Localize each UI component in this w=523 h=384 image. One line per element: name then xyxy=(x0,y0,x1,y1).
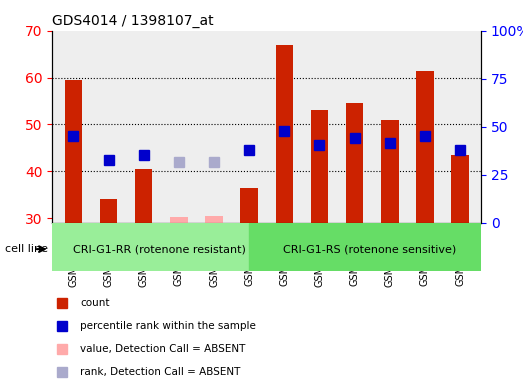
Bar xyxy=(170,217,188,223)
Bar xyxy=(249,223,488,271)
Bar xyxy=(135,169,153,223)
Bar xyxy=(346,103,363,223)
Bar xyxy=(100,199,117,223)
Bar xyxy=(311,110,328,223)
Bar xyxy=(451,155,469,223)
Text: rank, Detection Call = ABSENT: rank, Detection Call = ABSENT xyxy=(80,367,240,377)
Text: CRI-G1-RR (rotenone resistant): CRI-G1-RR (rotenone resistant) xyxy=(73,244,246,254)
Bar xyxy=(241,188,258,223)
Text: count: count xyxy=(80,298,109,308)
Bar xyxy=(276,45,293,223)
Bar xyxy=(65,80,82,223)
Text: value, Detection Call = ABSENT: value, Detection Call = ABSENT xyxy=(80,344,245,354)
Bar xyxy=(205,216,223,223)
Text: GDS4014 / 1398107_at: GDS4014 / 1398107_at xyxy=(52,14,214,28)
Bar xyxy=(416,71,434,223)
Bar xyxy=(381,120,399,223)
Text: percentile rank within the sample: percentile rank within the sample xyxy=(80,321,256,331)
Text: CRI-G1-RS (rotenone sensitive): CRI-G1-RS (rotenone sensitive) xyxy=(283,244,456,254)
Text: cell line: cell line xyxy=(5,244,48,254)
Bar xyxy=(31,223,249,271)
